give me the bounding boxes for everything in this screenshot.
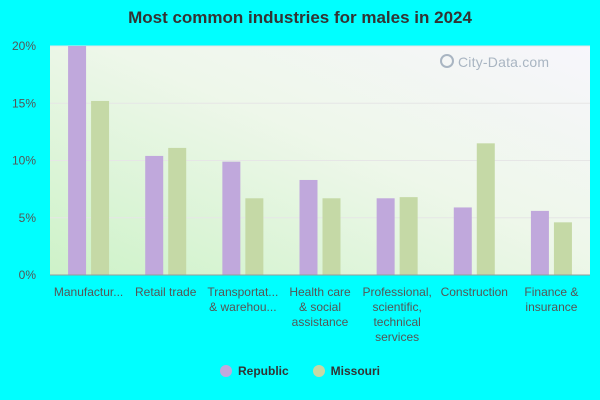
x-tick-line: & warehou... bbox=[209, 300, 276, 314]
bar-missouri[interactable] bbox=[322, 198, 341, 275]
bar-missouri[interactable] bbox=[245, 198, 264, 275]
chart-title: Most common industries for males in 2024 bbox=[128, 8, 472, 27]
gridlines bbox=[50, 45, 590, 219]
x-tick-line: insurance bbox=[525, 300, 577, 314]
legend-label-missouri: Missouri bbox=[330, 364, 380, 378]
legend-item-republic: Republic bbox=[219, 364, 289, 378]
x-ticks: Manufactur... Retail trade Transportat... &… bbox=[54, 285, 579, 344]
x-tick-line: & social bbox=[299, 300, 341, 314]
bar-missouri[interactable] bbox=[91, 100, 110, 276]
x-tick-label: Transportat... & warehou... bbox=[207, 285, 278, 314]
x-tick-label: Finance & insurance bbox=[524, 285, 578, 314]
y-tick-label: 15% bbox=[12, 96, 36, 110]
legend-swatch-republic bbox=[219, 365, 232, 377]
legend-item-missouri: Missouri bbox=[312, 364, 380, 378]
x-tick-line: Retail trade bbox=[135, 285, 197, 299]
bar-republic[interactable] bbox=[68, 46, 87, 275]
x-tick-label: Manufactur... bbox=[54, 285, 123, 299]
bar-missouri[interactable] bbox=[476, 143, 495, 275]
x-tick-line: Manufactur... bbox=[54, 285, 123, 299]
x-tick-line: technical bbox=[373, 315, 420, 329]
legend-swatch-missouri bbox=[312, 365, 325, 377]
bar-missouri[interactable] bbox=[168, 147, 187, 275]
bar-republic[interactable] bbox=[145, 155, 164, 275]
x-tick-line: assistance bbox=[292, 315, 349, 329]
legend-label-republic: Republic bbox=[237, 364, 289, 378]
bar-republic[interactable] bbox=[222, 161, 241, 275]
x-tick-label: Construction bbox=[441, 285, 508, 299]
x-tick-line: scientific, bbox=[372, 300, 421, 314]
y-tick-label: 0% bbox=[19, 268, 37, 282]
watermark-text: City-Data.com bbox=[458, 54, 550, 70]
magnifier-icon bbox=[440, 54, 454, 68]
y-tick-label: 20% bbox=[12, 39, 36, 53]
x-tick-line: Finance & bbox=[524, 285, 578, 299]
x-tick-line: services bbox=[375, 330, 419, 344]
x-tick-label: Health care & social assistance bbox=[289, 285, 351, 329]
x-tick-line: Construction bbox=[441, 285, 508, 299]
bar-republic[interactable] bbox=[530, 210, 549, 275]
x-tick-label: Professional, scientific, technical service… bbox=[362, 285, 431, 344]
legend: Republic Missouri bbox=[0, 364, 600, 378]
watermark: City-Data.com bbox=[440, 54, 549, 70]
x-tick-label: Retail trade bbox=[135, 285, 197, 299]
y-tick-label: 10% bbox=[12, 154, 36, 168]
bar-missouri[interactable] bbox=[553, 222, 572, 275]
bar-republic[interactable] bbox=[453, 207, 472, 275]
bars bbox=[68, 46, 572, 276]
x-tick-line: Transportat... bbox=[207, 285, 278, 299]
bar-republic[interactable] bbox=[299, 179, 318, 275]
y-tick-label: 5% bbox=[19, 211, 37, 225]
bar-missouri[interactable] bbox=[399, 197, 418, 275]
y-ticks: 0% 5% 10% 15% 20% bbox=[12, 39, 36, 282]
x-tick-line: Health care bbox=[289, 285, 351, 299]
bar-republic[interactable] bbox=[376, 198, 395, 275]
x-tick-line: Professional, bbox=[362, 285, 431, 299]
